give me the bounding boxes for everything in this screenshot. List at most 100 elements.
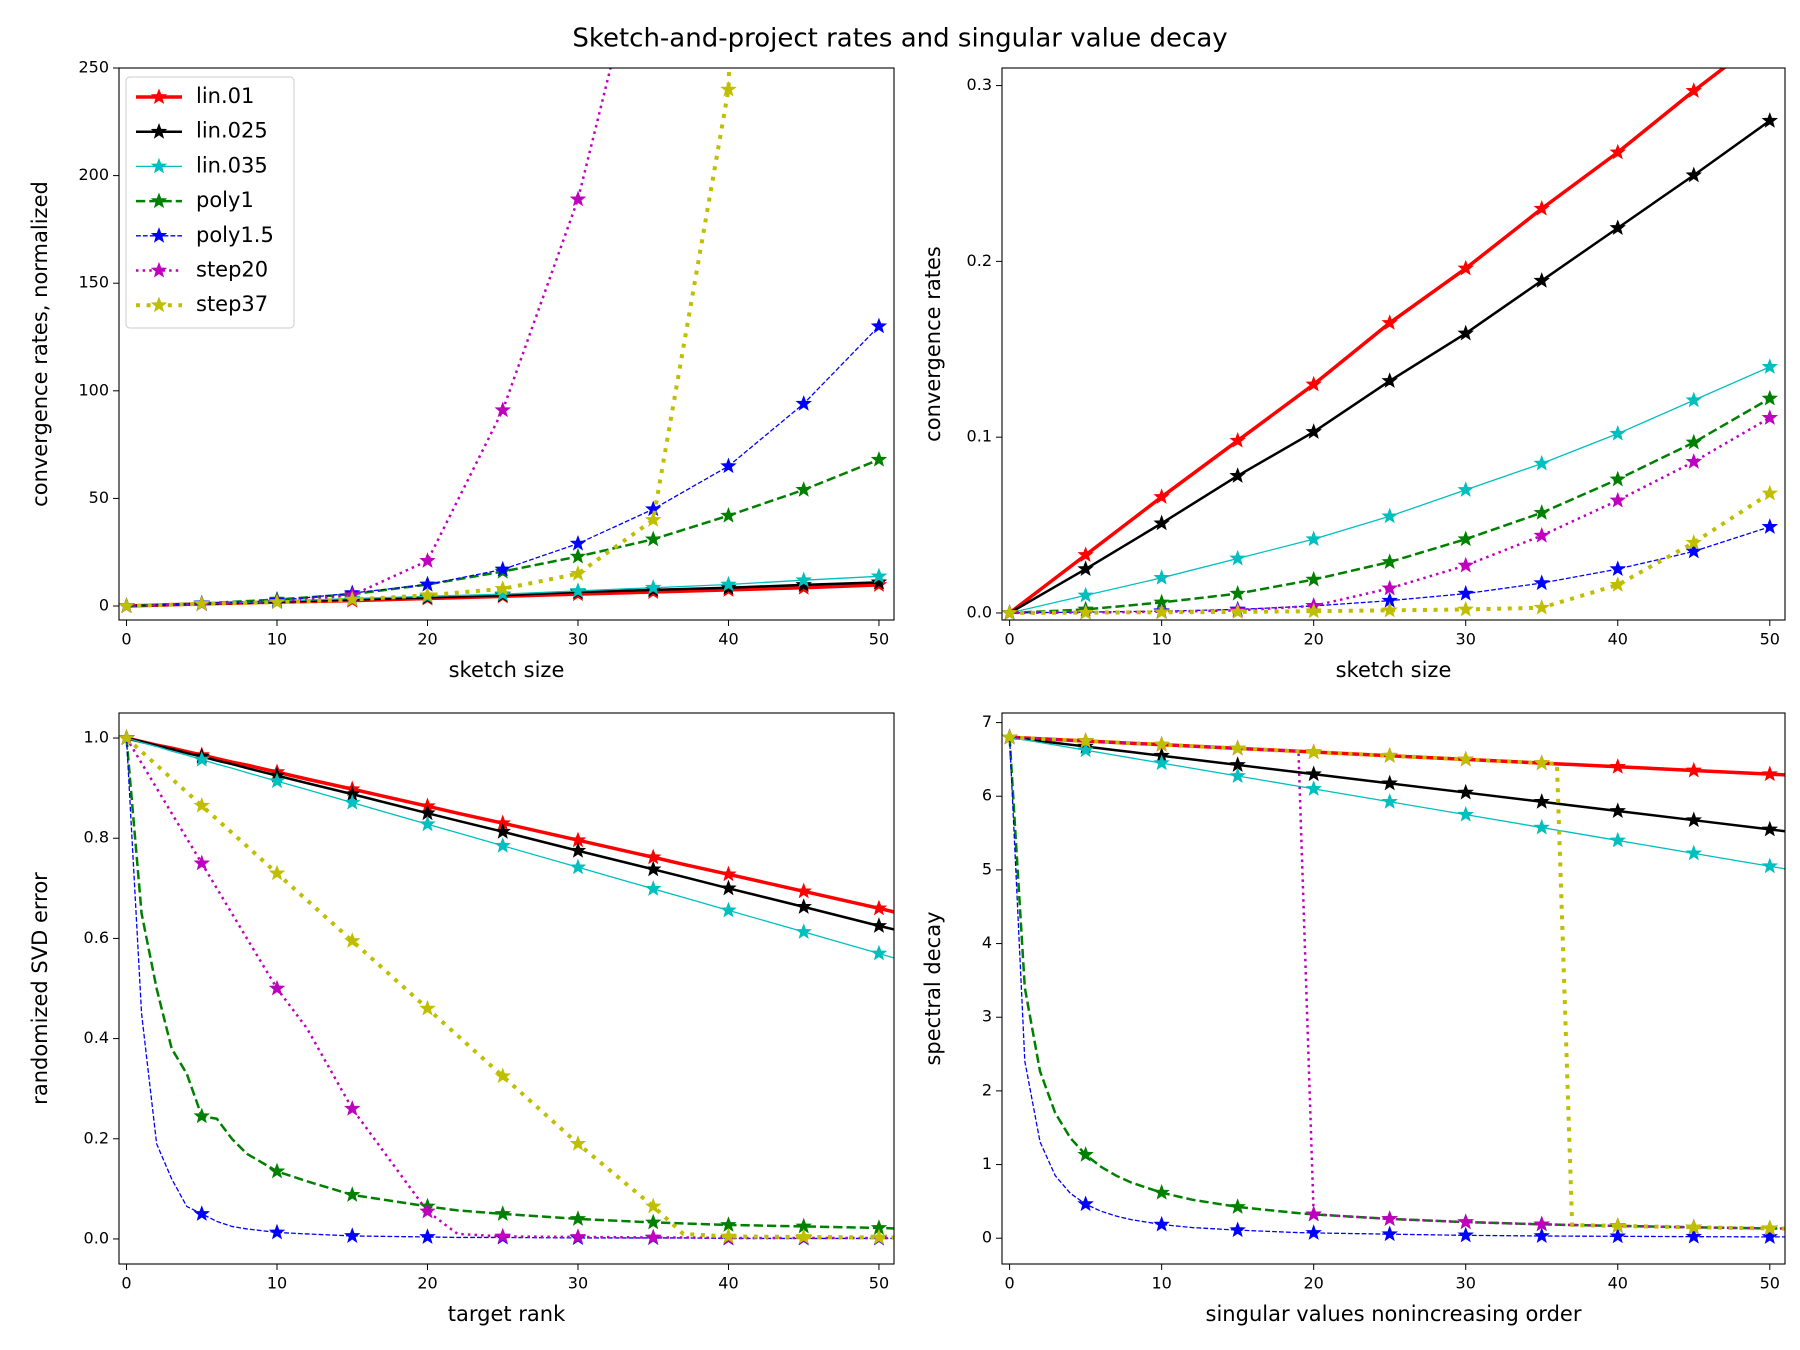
marker bbox=[1761, 765, 1779, 782]
marker bbox=[494, 401, 511, 418]
y-tick-label: 50 bbox=[89, 488, 109, 507]
axes: 0 10 20 30 40 50 0 50 100 150 200 250 sketch size con… bbox=[28, 58, 895, 682]
legend: lin.01 lin.025 lin.035 poly1 poly1.5 step20 st… bbox=[125, 76, 295, 329]
x-tick-label: 30 bbox=[568, 1274, 588, 1293]
marker bbox=[1761, 820, 1779, 837]
marker bbox=[1685, 844, 1702, 861]
marker bbox=[1533, 504, 1550, 520]
y-tick-label: 4 bbox=[982, 933, 992, 952]
x-tick-label: 20 bbox=[1303, 630, 1323, 649]
x-tick-label: 40 bbox=[1608, 630, 1628, 649]
marker bbox=[1381, 747, 1398, 763]
marker bbox=[1685, 1218, 1702, 1235]
y-tick-label: 100 bbox=[78, 380, 109, 399]
marker bbox=[1457, 806, 1474, 822]
y-tick-label: 0 bbox=[99, 596, 109, 615]
marker bbox=[795, 923, 812, 939]
marker bbox=[1685, 542, 1702, 559]
marker bbox=[569, 1135, 587, 1151]
x-tick-label: 20 bbox=[417, 630, 437, 649]
marker bbox=[1077, 546, 1094, 562]
marker bbox=[1077, 1195, 1094, 1212]
y-tick-label: 250 bbox=[78, 58, 109, 77]
x-tick-label: 20 bbox=[1303, 1274, 1323, 1293]
x-tick-label: 30 bbox=[1456, 630, 1476, 649]
marker bbox=[268, 593, 286, 610]
marker bbox=[569, 582, 587, 598]
marker bbox=[1761, 112, 1779, 128]
marker bbox=[1533, 454, 1550, 471]
marker bbox=[193, 797, 210, 813]
marker bbox=[1457, 750, 1474, 767]
marker bbox=[1077, 732, 1094, 748]
marker bbox=[720, 457, 737, 474]
axes: 0 10 20 30 40 50 0.0 0.1 0.2 0.3 sketch size conver… bbox=[921, 67, 1786, 682]
marker bbox=[193, 854, 210, 871]
legend-label: lin.025 bbox=[196, 119, 268, 143]
marker bbox=[193, 1107, 210, 1124]
marker bbox=[1153, 488, 1170, 504]
marker bbox=[1533, 574, 1550, 591]
marker bbox=[870, 1228, 888, 1245]
plot-area bbox=[119, 713, 894, 1264]
marker bbox=[1381, 553, 1398, 569]
marker bbox=[1381, 372, 1398, 388]
marker bbox=[645, 860, 662, 877]
y-tick-label: 1 bbox=[982, 1154, 992, 1173]
marker bbox=[1609, 143, 1626, 160]
marker bbox=[268, 772, 286, 789]
marker bbox=[1229, 549, 1246, 566]
legend-marker bbox=[150, 192, 168, 209]
marker bbox=[1381, 579, 1398, 596]
marker bbox=[1457, 783, 1474, 800]
marker bbox=[119, 597, 135, 614]
x-tick-label: 30 bbox=[1456, 1274, 1476, 1293]
x-tick-label: 40 bbox=[718, 630, 738, 649]
marker bbox=[494, 585, 511, 602]
legend-marker bbox=[150, 296, 168, 313]
plot-lines bbox=[119, 68, 888, 614]
legend-label: step37 bbox=[196, 292, 268, 316]
marker bbox=[1229, 584, 1246, 601]
marker bbox=[645, 579, 662, 595]
marker bbox=[193, 595, 210, 611]
x-tick-label: 50 bbox=[1760, 1274, 1780, 1293]
marker bbox=[645, 530, 662, 547]
marker bbox=[1305, 1205, 1322, 1222]
y-tick-label: 0.2 bbox=[967, 251, 992, 270]
marker bbox=[1077, 1146, 1094, 1162]
marker bbox=[494, 1227, 511, 1244]
y-tick-label: 0 bbox=[982, 1228, 992, 1247]
axes: 0 10 20 30 40 50 0 1 2 3 4 5 6 7 singular values nonin… bbox=[921, 712, 1786, 1326]
series-line bbox=[1009, 416, 1771, 615]
legend-label: poly1.5 bbox=[196, 223, 274, 247]
marker bbox=[193, 1205, 210, 1221]
y-tick-label: 150 bbox=[78, 273, 109, 292]
marker bbox=[494, 837, 511, 853]
y-tick-label: 2 bbox=[982, 1080, 992, 1099]
x-tick-label: 10 bbox=[267, 1274, 287, 1293]
x-tick-label: 40 bbox=[1608, 1274, 1628, 1293]
marker bbox=[1609, 758, 1626, 774]
marker bbox=[1457, 1226, 1474, 1243]
series-line bbox=[125, 737, 894, 1230]
marker bbox=[1685, 534, 1702, 550]
marker bbox=[870, 567, 888, 584]
marker bbox=[1457, 600, 1474, 617]
marker bbox=[720, 575, 737, 592]
series-line bbox=[126, 325, 880, 607]
marker bbox=[1685, 82, 1702, 98]
x-tick-label: 10 bbox=[1151, 630, 1171, 649]
y-tick-label: 0.3 bbox=[967, 75, 992, 94]
legend-marker bbox=[150, 261, 168, 278]
series-line bbox=[126, 736, 894, 931]
marker bbox=[569, 1210, 587, 1226]
y-tick-label: 0.6 bbox=[84, 928, 109, 947]
x-axis-label: singular values nonincreasing order bbox=[1206, 1302, 1582, 1326]
marker bbox=[1077, 741, 1094, 758]
marker bbox=[645, 1228, 662, 1245]
x-tick-label: 10 bbox=[1151, 1274, 1171, 1293]
y-axis-label: convergence rates, normalized bbox=[28, 181, 52, 507]
